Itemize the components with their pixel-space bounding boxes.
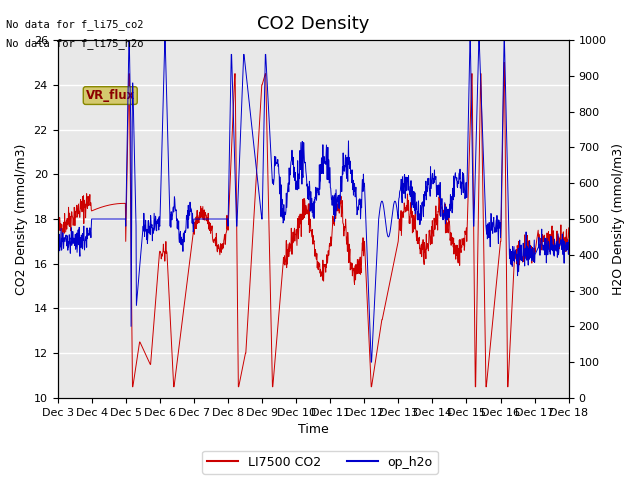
Y-axis label: H2O Density (mmol/m3): H2O Density (mmol/m3) xyxy=(612,143,625,295)
Text: VR_flux: VR_flux xyxy=(86,89,135,102)
Legend: LI7500 CO2, op_h2o: LI7500 CO2, op_h2o xyxy=(202,451,438,474)
Text: No data for f_li75_h2o: No data for f_li75_h2o xyxy=(6,38,144,49)
X-axis label: Time: Time xyxy=(298,423,328,436)
Text: No data for f_li75_co2: No data for f_li75_co2 xyxy=(6,19,144,30)
Y-axis label: CO2 Density (mmol/m3): CO2 Density (mmol/m3) xyxy=(15,144,28,295)
Title: CO2 Density: CO2 Density xyxy=(257,15,369,33)
